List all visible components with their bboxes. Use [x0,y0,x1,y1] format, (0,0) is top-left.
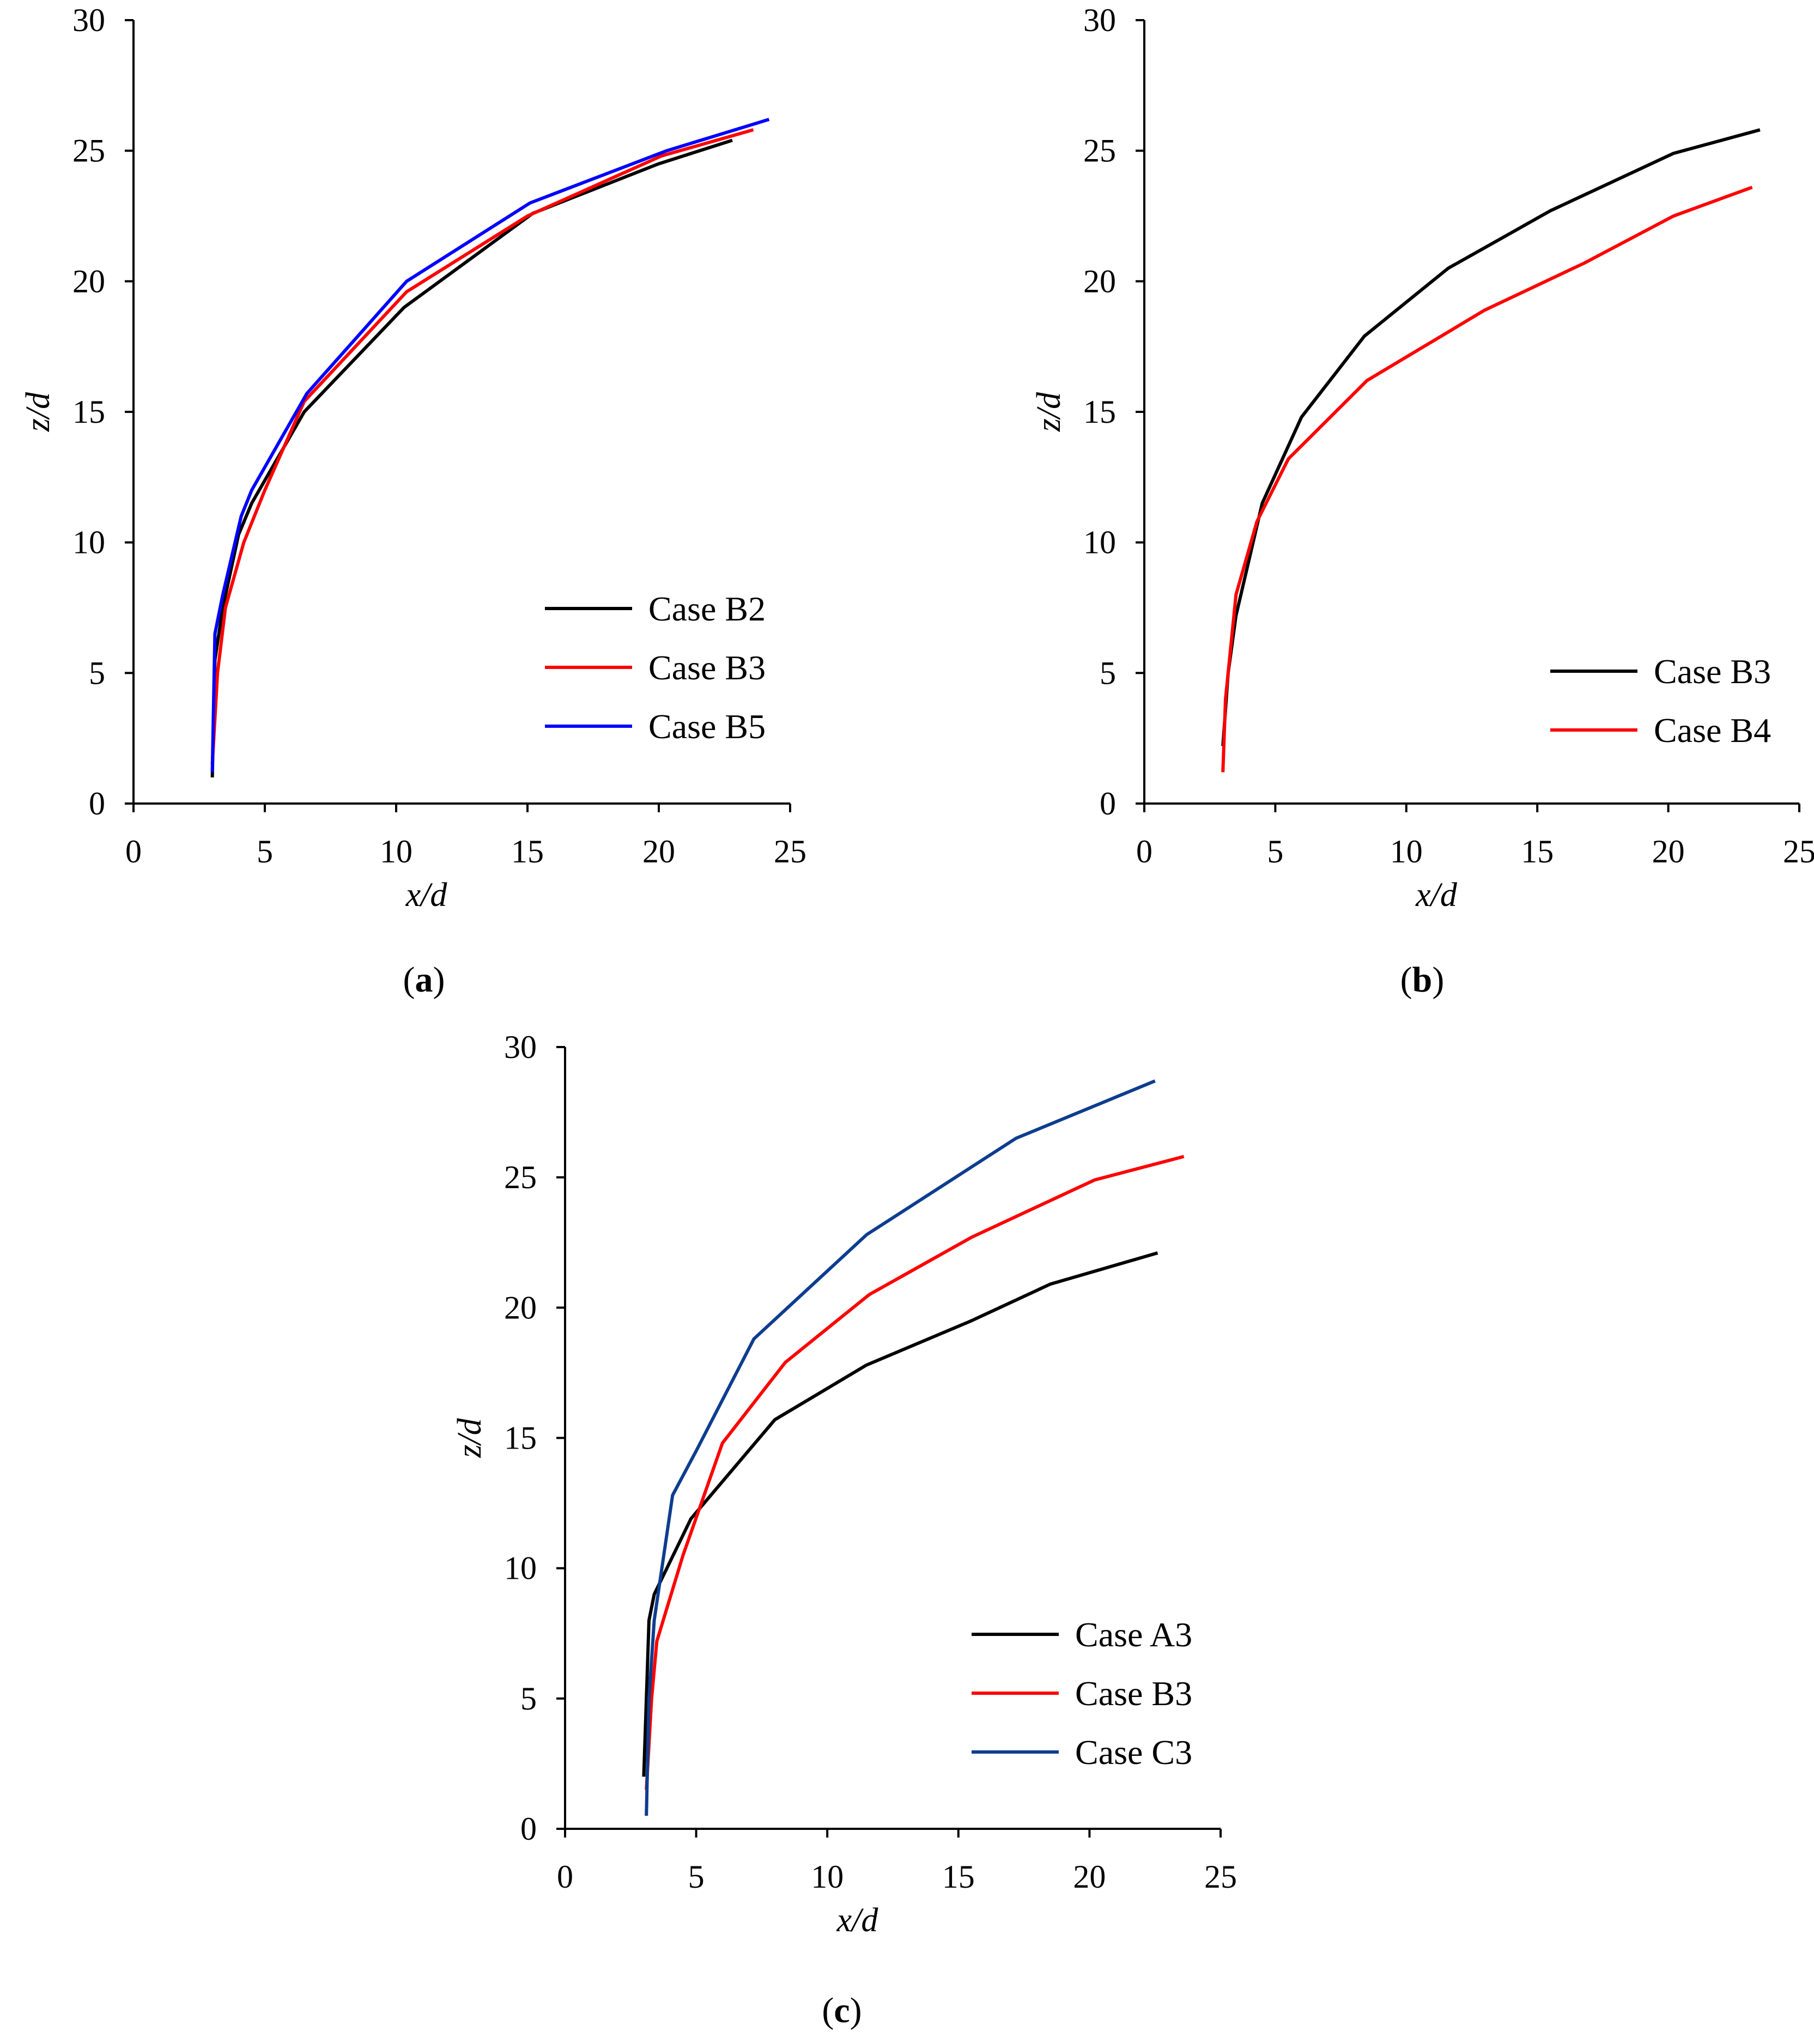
y-tick-label: 25 [1083,133,1116,169]
series-line-case-c3 [645,1079,1156,1816]
x-tick-label: 20 [642,834,675,869]
y-tick-label: 30 [72,2,105,38]
legend-label: Case A3 [1075,1615,1192,1654]
y-tick-label: 5 [520,1681,537,1717]
y-tick-label: 15 [72,394,105,430]
y-tick-label: 10 [504,1550,537,1586]
series-line-case-b5 [210,118,770,772]
y-axis-label: z/d [20,392,57,432]
y-tick-label: 20 [504,1289,537,1325]
series-line-case-b4 [1221,185,1753,772]
y-tick-label: 5 [89,655,105,691]
x-tick-label: 5 [257,834,273,869]
legend-label: Case B3 [1654,652,1771,691]
y-tick-label: 20 [72,263,105,299]
x-tick-label: 20 [1652,834,1685,869]
y-tick-label: 0 [1100,786,1116,822]
x-tick-label: 15 [942,1859,975,1895]
y-tick-label: 0 [520,1811,537,1847]
x-tick-label: 0 [125,834,142,869]
x-tick-label: 0 [557,1859,573,1895]
y-tick-label: 25 [72,133,105,169]
x-tick-label: 25 [1204,1859,1237,1895]
y-axis-label: z/d [1030,392,1067,432]
x-tick-label: 10 [1390,834,1423,869]
x-tick-label: 15 [511,834,544,869]
x-tick-label: 0 [1136,834,1152,869]
panel-label: (c) [822,1991,862,2030]
x-tick-label: 10 [380,834,412,869]
y-tick-label: 15 [504,1420,537,1456]
x-tick-label: 10 [811,1859,844,1895]
legend-label: Case B2 [648,589,766,628]
x-tick-label: 25 [774,834,806,869]
series-line-case-a3 [642,1251,1158,1777]
y-tick-label: 25 [504,1159,537,1195]
legend: Case B2 Case B3 Case B5 [545,589,766,746]
legend-label: Case B5 [648,707,766,746]
x-axis-label: x/d [1415,877,1458,914]
legend-label: Case B3 [648,648,766,687]
x-tick-label: 15 [1521,834,1554,869]
legend: Case B3 Case B4 [1550,652,1771,750]
y-tick-label: 10 [72,525,105,561]
y-tick-label: 0 [89,786,105,822]
legend-label: Case B3 [1075,1674,1192,1713]
series-line-case-b3 [210,128,754,765]
series-line-case-b3 [645,1154,1185,1790]
y-tick-label: 30 [504,1029,537,1065]
y-tick-label: 30 [1083,2,1116,38]
x-axis-label: x/d [836,1902,879,1939]
panel-label: (b) [1400,960,1445,1000]
x-tick-label: 25 [1783,834,1814,869]
y-tick-label: 20 [1083,263,1116,299]
x-tick-label: 5 [1267,834,1283,869]
y-tick-label: 10 [1083,525,1116,561]
y-tick-label: 15 [1083,394,1116,430]
x-axis-label: x/d [405,877,448,914]
y-axis-label: z/d [451,1418,488,1458]
y-tick-label: 5 [1100,655,1116,691]
legend: Case A3 Case B3 Case C3 [972,1615,1192,1772]
legend-label: Case C3 [1075,1733,1192,1772]
legend-label: Case B4 [1654,711,1771,750]
x-tick-label: 5 [688,1859,705,1895]
x-tick-label: 20 [1073,1859,1106,1895]
panel-label: (a) [403,960,445,1000]
